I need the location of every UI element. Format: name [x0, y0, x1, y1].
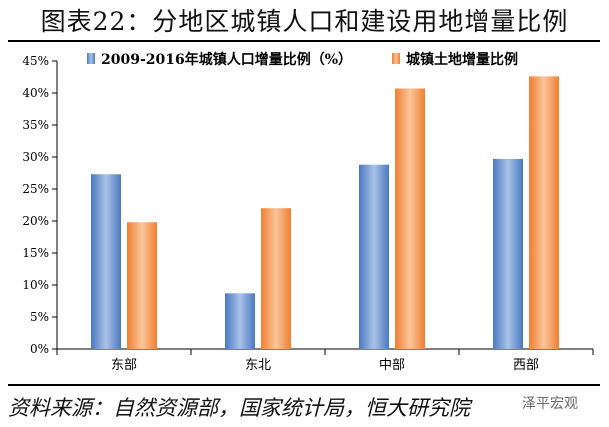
bar-series-2 [127, 222, 157, 349]
bar-series-1 [493, 158, 523, 349]
legend-label-series-1: 2009-2016年城镇人口增量比例（%） [101, 51, 352, 68]
bar-series-1 [91, 174, 121, 349]
legend-swatch-series-2 [392, 53, 400, 64]
source-note: 资料来源：自然资源部，国家统计局，恒大研究院 [8, 396, 470, 420]
bar-chart: 2009-2016年城镇人口增量比例（%） 城镇土地增量比例 0% 5% 10% 15… [22, 51, 594, 373]
x-tick-label: 东部 [111, 358, 137, 373]
y-tick-label: 40% [22, 86, 49, 100]
x-tick-label: 东北 [245, 358, 271, 373]
figure-title: 图表22：分地区城镇人口和建设用地增量比例 [40, 7, 569, 36]
chart-legend: 2009-2016年城镇人口增量比例（%） 城镇土地增量比例 [87, 51, 518, 68]
x-tick-label: 中部 [379, 358, 405, 373]
bar-series-1 [225, 293, 255, 349]
bar-series-2 [261, 208, 291, 349]
top-rule [8, 40, 600, 42]
y-tick-label: 5% [30, 310, 49, 324]
bar-series-2 [395, 88, 425, 350]
bar-series-1 [359, 164, 389, 349]
y-tick-label: 30% [22, 150, 49, 164]
y-tick-label: 45% [22, 54, 49, 68]
y-tick-label: 35% [22, 118, 49, 132]
y-tick-label: 0% [30, 342, 49, 356]
y-tick-label: 10% [22, 278, 49, 292]
x-tick-label: 西部 [513, 358, 539, 373]
watermark: 泽平宏观 [522, 396, 578, 412]
y-tick-label: 25% [22, 182, 49, 196]
y-tick-label: 15% [22, 246, 49, 260]
y-tick-label: 20% [22, 214, 49, 228]
bottom-rule [8, 384, 600, 386]
legend-swatch-series-1 [87, 53, 95, 64]
bar-series-2 [529, 76, 559, 350]
legend-label-series-2: 城镇土地增量比例 [406, 51, 518, 68]
